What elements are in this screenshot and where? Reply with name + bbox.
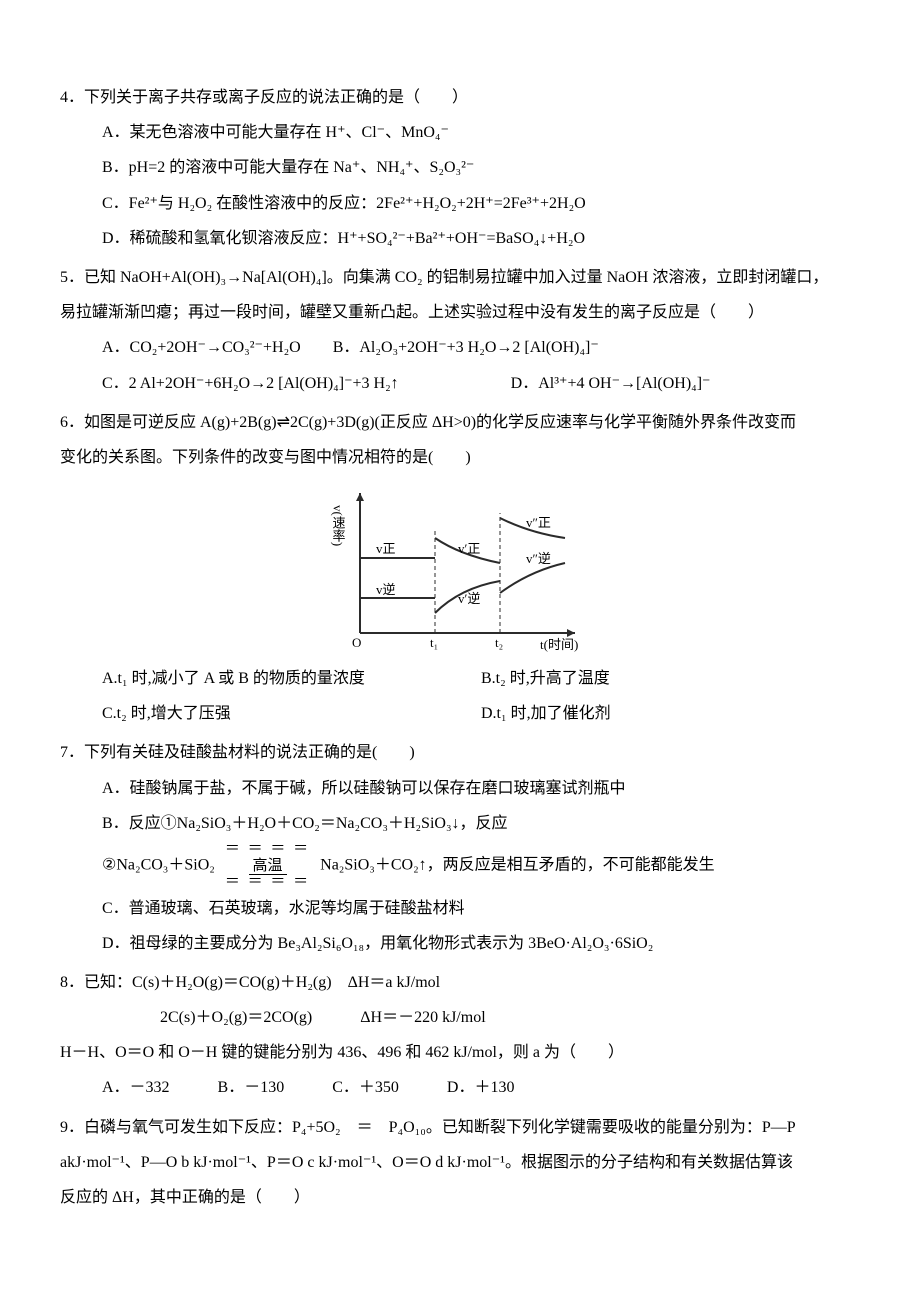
q5-stem-2: 易拉罐渐渐凹瘪；再过一段时间，罐壁又重新凸起。上述实验过程中没有发生的离子反应是… — [60, 295, 860, 330]
origin-label: O — [352, 635, 361, 650]
q7-stem: 7．下列有关硅及硅酸盐材料的说法正确的是( ) — [60, 735, 860, 770]
q8-options: A．－332 B．－130 C．＋350 D．＋130 — [60, 1070, 860, 1105]
question-9: 9．白磷与氧气可发生如下反应：P₄+5O₂ ＝ P₄O₁₀。已知断裂下列化学键需… — [60, 1110, 860, 1216]
y-axis-label: v(速率) — [331, 505, 346, 546]
q6-opt-d: D.t₁ 时,加了催化剂 — [481, 696, 860, 731]
q5-stem-1: 5．已知 NaOH+Al(OH)₃→Na[Al(OH)₄]。向集满 CO₂ 的铝… — [60, 260, 860, 295]
q4-opt-a: A．某无色溶液中可能大量存在 H⁺、Cl⁻、MnO₄⁻ — [102, 115, 860, 150]
label-vppz: v″正 — [526, 515, 551, 530]
q6-stem-2: 变化的关系图。下列条件的改变与图中情况相符的是( ) — [60, 440, 860, 475]
q7-options: A．硅酸钠属于盐，不属于碱，所以硅酸钠可以保存在磨口玻璃塞试剂瓶中 B．反应①N… — [60, 771, 860, 961]
q7-opt-a: A．硅酸钠属于盐，不属于碱，所以硅酸钠可以保存在磨口玻璃塞试剂瓶中 — [102, 771, 860, 806]
rate-chart-wrap: v(速率) t(时间) O t₁ t₂ v正 v逆 v′正 v′逆 — [60, 483, 860, 653]
q9-stem-3: 反应的 ΔH，其中正确的是（ ） — [60, 1180, 860, 1215]
q7-opt-b2: ②Na₂CO₃＋SiO₂ ＝ ＝ ＝ ＝ 高温 ＝ ＝ ＝ ＝ Na₂SiO₃＋… — [102, 841, 860, 891]
label-vz: v正 — [376, 541, 396, 556]
ht-dashes-bot: ＝ ＝ ＝ ＝ — [225, 874, 310, 890]
rate-chart: v(速率) t(时间) O t₁ t₂ v正 v逆 v′正 v′逆 — [330, 483, 590, 653]
question-7: 7．下列有关硅及硅酸盐材料的说法正确的是( ) A．硅酸钠属于盐，不属于碱，所以… — [60, 735, 860, 960]
label-vpn: v′逆 — [458, 591, 480, 606]
q8-line3: H－H、O＝O 和 O－H 键的键能分别为 436、496 和 462 kJ/m… — [60, 1035, 860, 1070]
q6-opt-a: A.t₁ 时,减小了 A 或 B 的物质的量浓度 — [102, 661, 481, 696]
t1-tick: t₁ — [430, 635, 438, 650]
ht-text: 高温 — [249, 858, 287, 875]
q9-stem-2: akJ·mol⁻¹、P—O b kJ·mol⁻¹、P＝O c kJ·mol⁻¹、… — [60, 1145, 860, 1180]
question-4: 4．下列关于离子共存或离子反应的说法正确的是（ ） A．某无色溶液中可能大量存在… — [60, 80, 860, 256]
q8-opts-row: A．－332 B．－130 C．＋350 D．＋130 — [102, 1070, 860, 1105]
label-vn: v逆 — [376, 582, 396, 597]
question-8: 8．已知：C(s)＋H₂O(g)＝CO(g)＋H₂(g) ΔH＝a kJ/mol… — [60, 965, 860, 1106]
q9-stem-1: 9．白磷与氧气可发生如下反应：P₄+5O₂ ＝ P₄O₁₀。已知断裂下列化学键需… — [60, 1110, 860, 1145]
question-6: 6．如图是可逆反应 A(g)+2B(g)⇌2C(g)+3D(g)(正反应 ΔH>… — [60, 405, 860, 732]
q4-opt-b: B．pH=2 的溶液中可能大量存在 Na⁺、NH₄⁺、S₂O₃²⁻ — [102, 150, 860, 185]
q6-opt-b: B.t₂ 时,升高了温度 — [481, 661, 860, 696]
q4-options: A．某无色溶液中可能大量存在 H⁺、Cl⁻、MnO₄⁻ B．pH=2 的溶液中可… — [60, 115, 860, 256]
q5-options: A．CO₂+2OH⁻→CO₃²⁻+H₂O B．Al₂O₃+2OH⁻+3 H₂O→… — [60, 330, 860, 400]
label-vppn: v″逆 — [526, 551, 551, 566]
label-vpz: v′正 — [458, 541, 480, 556]
ht-dashes-top: ＝ ＝ ＝ ＝ — [225, 841, 310, 857]
q7-b2a: ②Na₂CO₃＋SiO₂ — [102, 856, 215, 873]
high-temp-symbol: ＝ ＝ ＝ ＝ 高温 ＝ ＝ ＝ ＝ — [225, 841, 310, 891]
q4-opt-d: D．稀硫酸和氢氧化钡溶液反应：H⁺+SO₄²⁻+Ba²⁺+OH⁻=BaSO₄↓+… — [102, 221, 860, 256]
q7-opt-d: D．祖母绿的主要成分为 Be₃Al₂Si₆O₁₈，用氧化物形式表示为 3BeO·… — [102, 926, 860, 961]
q5-opt-ab: A．CO₂+2OH⁻→CO₃²⁻+H₂O B．Al₂O₃+2OH⁻+3 H₂O→… — [102, 330, 860, 365]
q7-opt-c: C．普通玻璃、石英玻璃，水泥等均属于硅酸盐材料 — [102, 891, 860, 926]
q8-line2: 2C(s)＋O₂(g)＝2CO(g) ΔH＝－220 kJ/mol — [60, 1000, 860, 1035]
question-5: 5．已知 NaOH+Al(OH)₃→Na[Al(OH)₄]。向集满 CO₂ 的铝… — [60, 260, 860, 401]
q4-stem: 4．下列关于离子共存或离子反应的说法正确的是（ ） — [60, 80, 860, 115]
q7-b2b: Na₂SiO₃＋CO₂↑，两反应是相互矛盾的，不可能都能发生 — [320, 856, 715, 873]
t2-tick: t₂ — [495, 635, 503, 650]
q4-opt-c: C．Fe²⁺与 H₂O₂ 在酸性溶液中的反应：2Fe²⁺+H₂O₂+2H⁺=2F… — [102, 186, 860, 221]
q5-opt-cd: C．2 Al+2OH⁻+6H₂O→2 [Al(OH)₄]⁻+3 H₂↑ D．Al… — [102, 366, 860, 401]
q7-opt-b1: B．反应①Na₂SiO₃＋H₂O＋CO₂＝Na₂CO₃＋H₂SiO₃↓，反应 — [102, 806, 860, 841]
q8-stem: 8．已知：C(s)＋H₂O(g)＝CO(g)＋H₂(g) ΔH＝a kJ/mol — [60, 965, 860, 1000]
exam-page: 4．下列关于离子共存或离子反应的说法正确的是（ ） A．某无色溶液中可能大量存在… — [0, 0, 920, 1279]
q6-opt-c: C.t₂ 时,增大了压强 — [102, 696, 481, 731]
x-axis-label: t(时间) — [540, 637, 578, 652]
q6-options: A.t₁ 时,减小了 A 或 B 的物质的量浓度 B.t₂ 时,升高了温度 C.… — [60, 661, 860, 731]
q6-stem-1: 6．如图是可逆反应 A(g)+2B(g)⇌2C(g)+3D(g)(正反应 ΔH>… — [60, 405, 860, 440]
